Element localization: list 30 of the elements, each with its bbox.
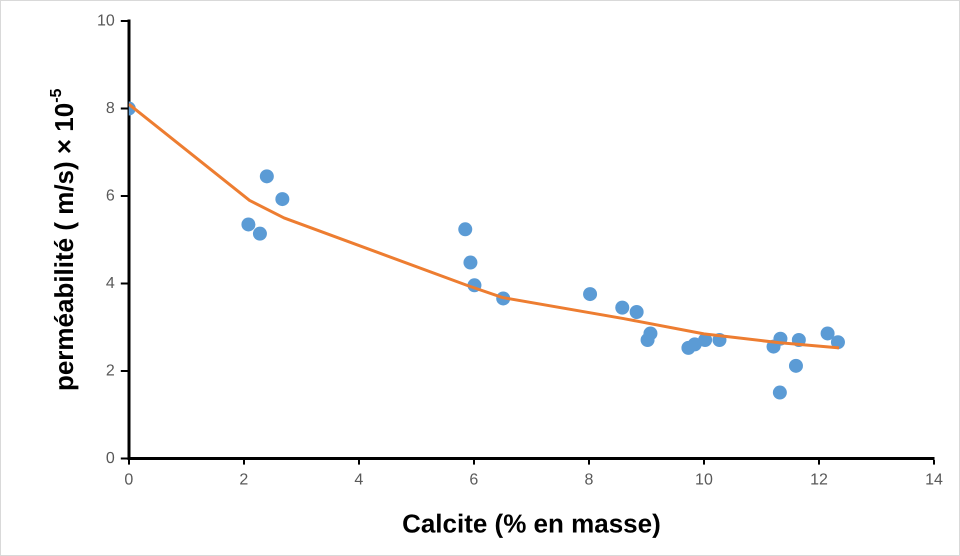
point [241, 217, 256, 232]
x-tick-label: 0 [124, 472, 134, 489]
y-tick-label: 4 [106, 274, 115, 292]
point [252, 226, 267, 241]
x-tick-label: 8 [584, 472, 594, 489]
point [830, 335, 845, 350]
y-tick-label: 6 [106, 187, 115, 204]
y-tick-label: 8 [106, 100, 115, 117]
y-tick-label: 2 [106, 362, 115, 380]
x-axis-title: Calcite (% en masse) [402, 508, 661, 539]
x-tick-label: 12 [810, 472, 828, 489]
y-tick-label: 10 [97, 12, 115, 30]
y-tick-label: 0 [106, 450, 115, 468]
point [275, 192, 290, 206]
point [260, 169, 274, 184]
point [788, 358, 803, 373]
x-tick-label: 6 [469, 472, 478, 489]
point [643, 326, 658, 340]
x-tick-label: 4 [354, 472, 364, 489]
point [583, 287, 598, 302]
point [772, 386, 787, 400]
point [458, 222, 472, 236]
y-axis-title: perméabilité ( m/s) × 10-5 [48, 88, 79, 392]
point [463, 256, 478, 270]
point [820, 326, 835, 340]
x-tick-label: 14 [925, 472, 943, 489]
x-tick-label: 2 [239, 472, 248, 489]
point [615, 300, 630, 315]
x-tick-label: 10 [695, 472, 713, 489]
point [630, 305, 644, 320]
